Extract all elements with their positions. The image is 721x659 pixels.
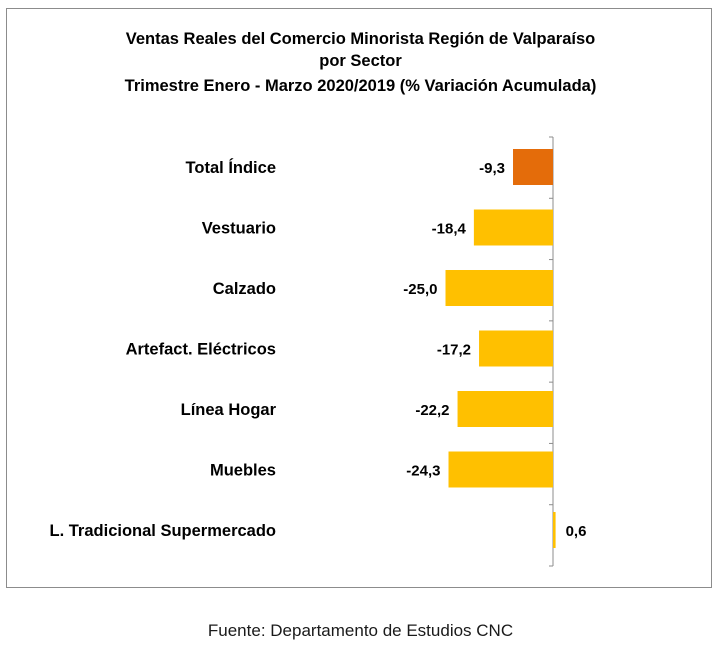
bar-chart-plot: Total Índice -9,3 Vestuario -18,4 Calzado -25… (50, 136, 587, 567)
data-label: -25,0 (403, 281, 437, 298)
data-label: -24,3 (406, 463, 440, 480)
category-label: Calzado (213, 280, 276, 298)
source-note: Fuente: Departamento de Estudios CNC (207, 621, 514, 640)
data-label: -22,2 (415, 402, 449, 419)
data-label: -18,4 (432, 221, 467, 238)
bar (448, 451, 553, 488)
category-label: Línea Hogar (181, 401, 277, 419)
bar (445, 270, 553, 306)
category-label: Muebles (210, 462, 276, 480)
category-label: L. Tradicional Supermercado (50, 522, 276, 540)
bar (457, 391, 553, 427)
category-label: Artefact. Eléctricos (126, 341, 276, 359)
data-label: -9,3 (479, 160, 505, 177)
bar (479, 330, 553, 367)
chart-title-line-3: Trimestre Enero - Marzo 2020/2019 (% Var… (124, 77, 597, 95)
bar (473, 209, 553, 246)
chart-frame (6, 8, 712, 588)
chart-title-line-1: Ventas Reales del Comercio Minorista Reg… (125, 30, 596, 48)
data-label: -17,2 (437, 342, 471, 359)
category-label: Total Índice (186, 158, 276, 177)
data-label: 0,6 (566, 523, 587, 540)
category-label: Vestuario (202, 220, 276, 238)
bar (553, 512, 556, 548)
chart-title-line-2: por Sector (319, 52, 402, 70)
bar (513, 149, 553, 185)
